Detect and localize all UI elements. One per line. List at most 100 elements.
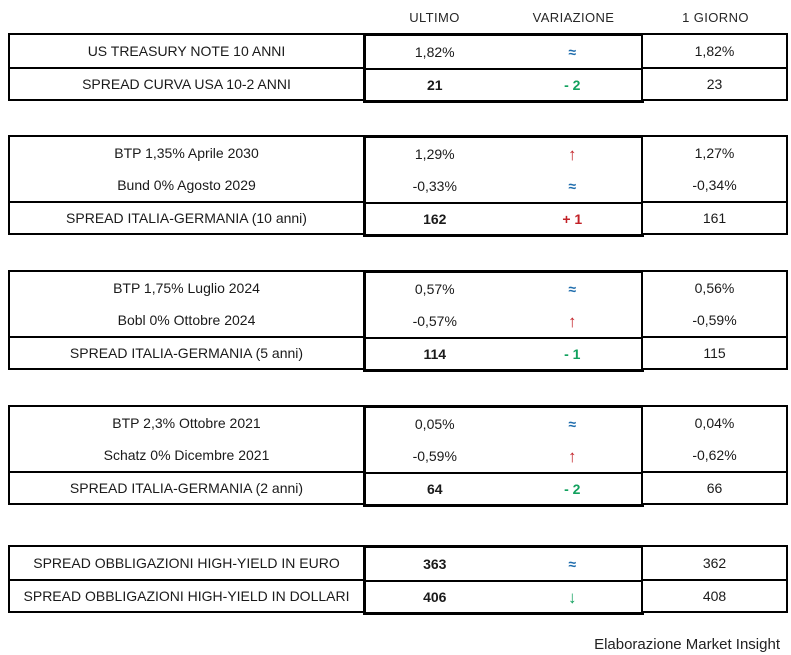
giorno-value: 161: [702, 210, 727, 226]
table-high-yield: SPREAD OBBLIGAZIONI HIGH-YIELD IN EURO SP…: [8, 545, 791, 615]
table-row: 161: [643, 201, 786, 233]
table-row: BTP 1,35% Aprile 2030: [10, 137, 363, 169]
table-row: SPREAD OBBLIGAZIONI HIGH-YIELD IN DOLLAR…: [10, 579, 363, 611]
instrument-label: SPREAD OBBLIGAZIONI HIGH-YIELD IN EURO: [33, 555, 340, 571]
table-row: 114 - 1: [366, 337, 641, 369]
table-row: 408: [643, 579, 786, 611]
label-column: BTP 1,75% Luglio 2024 Bobl 0% Ottobre 202…: [8, 270, 365, 370]
table-row: 162 + 1: [366, 202, 641, 234]
table-row: SPREAD ITALIA-GERMANIA (2 anni): [10, 471, 363, 503]
ultimo-value: 64: [426, 481, 443, 497]
table-row: BTP 1,75% Luglio 2024: [10, 272, 363, 304]
giorno-value: 115: [703, 345, 726, 361]
ultimo-cell: 1,29%: [366, 146, 504, 162]
ultimo-cell: -0,59%: [366, 448, 504, 464]
table-row: SPREAD CURVA USA 10-2 ANNI: [10, 67, 363, 99]
ultimo-variazione-block: 363 ≈406 ↓: [363, 545, 644, 615]
instrument-label: SPREAD CURVA USA 10-2 ANNI: [82, 76, 291, 92]
ultimo-value: -0,59%: [412, 448, 457, 464]
variazione-cell: ≈: [504, 556, 642, 572]
table-row: 406 ↓: [366, 580, 641, 612]
table-row: 23: [643, 67, 786, 99]
variazione-value: + 1: [562, 211, 583, 227]
table-italia-germania-2-anni: BTP 2,3% Ottobre 2021 Schatz 0% Dicembre …: [8, 405, 791, 507]
ultimo-value: 1,82%: [414, 44, 455, 60]
variazione-cell: ≈: [504, 44, 642, 60]
table-row: -0,57% ↑: [366, 305, 641, 337]
ultimo-cell: 64: [366, 481, 504, 497]
ultimo-value: 0,05%: [414, 416, 455, 432]
table-row: 115: [643, 336, 786, 368]
table-row: 0,56%: [643, 272, 786, 304]
column-header-ultimo: ULTIMO: [409, 9, 460, 25]
instrument-label: SPREAD ITALIA-GERMANIA (5 anni): [69, 345, 304, 361]
ultimo-value: 1,29%: [414, 146, 455, 162]
table-row: 363 ≈: [366, 548, 641, 580]
ultimo-value: 162: [423, 211, 447, 227]
ultimo-cell: 406: [366, 589, 504, 605]
table-row: 362: [643, 547, 786, 579]
giorno-column: 0,04% -0,62% 66: [641, 405, 788, 505]
column-header-1giorno: 1 GIORNO: [682, 9, 749, 25]
instrument-label: Schatz 0% Dicembre 2021: [103, 447, 270, 463]
up-arrow-icon: ↑: [568, 144, 577, 164]
giorno-value: -0,34%: [692, 177, 737, 193]
table-row: 21 - 2: [366, 68, 641, 100]
up-arrow-icon: ↑: [568, 311, 577, 331]
variazione-value: - 2: [564, 481, 581, 497]
giorno-column: 0,56% -0,59% 115: [641, 270, 788, 370]
up-arrow-icon: ↑: [568, 446, 577, 466]
table-italia-germania-5-anni: BTP 1,75% Luglio 2024 Bobl 0% Ottobre 202…: [8, 270, 791, 372]
label-column: SPREAD OBBLIGAZIONI HIGH-YIELD IN EURO SP…: [8, 545, 365, 613]
table-row: 66: [643, 471, 786, 503]
approx-icon: ≈: [568, 178, 577, 194]
ultimo-value: 406: [423, 589, 447, 605]
variazione-cell: - 2: [504, 77, 642, 93]
variazione-cell: ≈: [504, 281, 642, 297]
instrument-label: BTP 1,75% Luglio 2024: [113, 280, 260, 296]
column-headers: ULTIMO VARIAZIONE 1 GIORNO: [8, 8, 791, 26]
giorno-value: 1,27%: [694, 145, 735, 161]
variazione-value: - 2: [564, 77, 581, 93]
instrument-label: SPREAD ITALIA-GERMANIA (2 anni): [69, 480, 304, 496]
label-column: BTP 2,3% Ottobre 2021 Schatz 0% Dicembre …: [8, 405, 365, 505]
ultimo-variazione-block: 1,82% ≈21 - 2: [363, 33, 644, 103]
variazione-value: - 1: [564, 346, 581, 362]
table-row: 1,82% ≈: [366, 36, 641, 68]
ultimo-cell: 0,57%: [366, 281, 504, 297]
table-row: -0,59% ↑: [366, 440, 641, 472]
down-arrow-icon: ↓: [568, 587, 577, 607]
variazione-cell: ↓: [504, 589, 642, 606]
instrument-label: US TREASURY NOTE 10 ANNI: [87, 43, 286, 59]
ultimo-variazione-block: 1,29% ↑ -0,33% ≈162 + 1: [363, 135, 644, 237]
giorno-value: 23: [706, 76, 723, 92]
ultimo-cell: 0,05%: [366, 416, 504, 432]
instrument-label: SPREAD ITALIA-GERMANIA (10 anni): [66, 210, 307, 226]
giorno-value: 408: [702, 588, 727, 604]
table-row: SPREAD OBBLIGAZIONI HIGH-YIELD IN EURO: [10, 547, 363, 579]
approx-icon: ≈: [568, 416, 577, 432]
table-row: SPREAD ITALIA-GERMANIA (10 anni): [10, 201, 363, 233]
ultimo-cell: -0,33%: [366, 178, 504, 194]
label-column: US TREASURY NOTE 10 ANNI SPREAD CURVA USA…: [8, 33, 365, 101]
table-row: -0,33% ≈: [366, 170, 641, 202]
ultimo-value: -0,33%: [412, 178, 457, 194]
instrument-label: BTP 2,3% Ottobre 2021: [112, 415, 261, 431]
ultimo-value: 114: [423, 346, 447, 362]
giorno-column: 362 408: [641, 545, 788, 613]
table-row: -0,62%: [643, 439, 786, 471]
table-row: BTP 2,3% Ottobre 2021: [10, 407, 363, 439]
variazione-cell: ↑: [504, 313, 642, 330]
table-row: Bund 0% Agosto 2029: [10, 169, 363, 201]
table-usa: US TREASURY NOTE 10 ANNI SPREAD CURVA USA…: [8, 33, 791, 103]
ultimo-variazione-block: 0,57% ≈ -0,57% ↑ 114 - 1: [363, 270, 644, 372]
giorno-value: 1,82%: [694, 43, 735, 59]
approx-icon: ≈: [568, 281, 577, 297]
table-italia-germania-10-anni: BTP 1,35% Aprile 2030 Bund 0% Agosto 2029…: [8, 135, 791, 237]
variazione-cell: ↑: [504, 448, 642, 465]
table-row: 1,82%: [643, 35, 786, 67]
variazione-cell: - 1: [504, 346, 642, 362]
table-row: Bobl 0% Ottobre 2024: [10, 304, 363, 336]
ultimo-cell: 363: [366, 556, 504, 572]
